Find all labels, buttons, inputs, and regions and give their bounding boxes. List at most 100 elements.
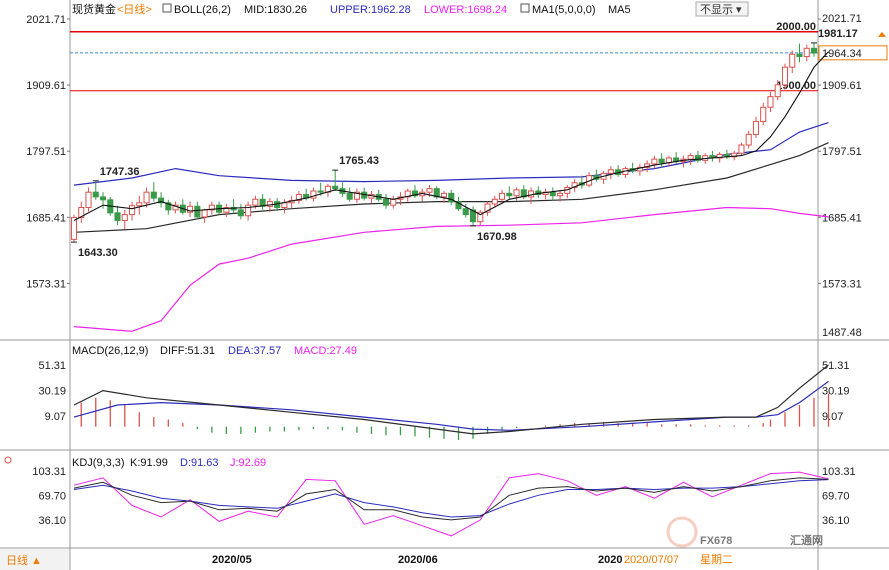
candle-body xyxy=(694,155,701,161)
cursor-weekday-label: 星期二 xyxy=(700,553,733,566)
kdj-ytick-right: 36.10 xyxy=(822,515,850,527)
cursor-date-label: 2020/07/07 xyxy=(624,554,679,566)
candle-body xyxy=(85,191,92,209)
candle-body xyxy=(571,182,578,188)
watermark-brand: 汇通网 xyxy=(790,534,823,547)
candle-body xyxy=(513,189,520,197)
macd-ytick-left: 51.31 xyxy=(38,360,66,372)
candle-body xyxy=(201,209,208,218)
candle-body xyxy=(208,204,215,211)
candle-body xyxy=(455,201,462,210)
candle-body xyxy=(796,53,803,58)
macd-ytick-right: 51.31 xyxy=(822,360,850,372)
macd-dea-value: DEA:37.57 xyxy=(228,345,281,357)
macd-ytick-right: 9.07 xyxy=(822,411,843,423)
ma-toggle-icon xyxy=(520,3,530,13)
candle-body xyxy=(78,207,85,219)
kdj-d-value: D:91.63 xyxy=(180,457,219,469)
main-ytick-left: 1909.61 xyxy=(26,80,66,92)
candle-body xyxy=(752,120,760,135)
candle-body xyxy=(462,208,469,216)
period-button[interactable] xyxy=(0,549,69,570)
candle-body xyxy=(259,198,266,207)
candle-body xyxy=(187,205,194,213)
scroll-up-icon xyxy=(878,31,886,37)
main-ytick-right: 1573.31 xyxy=(822,278,862,290)
candle-body xyxy=(121,214,128,221)
candle-body xyxy=(114,212,121,221)
main-ytick-left: 2021.71 xyxy=(26,14,66,26)
candle-body xyxy=(245,204,252,217)
candle-body xyxy=(469,209,477,223)
macd-diff-value: DIFF:51.31 xyxy=(160,345,215,357)
candle-body xyxy=(295,194,302,201)
ref-line-label: 2000.00 xyxy=(776,21,816,33)
extreme-label: 1747.36 xyxy=(100,166,140,178)
main-ytick-right: 1909.61 xyxy=(822,80,862,92)
candle-body xyxy=(281,202,288,209)
candle-body xyxy=(789,53,796,68)
right-label-top: 2021.71 xyxy=(822,13,862,25)
boll-lower-value: LOWER:1698.24 xyxy=(424,4,507,16)
candle-body xyxy=(738,144,745,154)
macd-dea-line xyxy=(73,380,829,431)
candle-body xyxy=(332,185,339,190)
display-toggle-label: 不显示 ▾ xyxy=(700,3,742,16)
extreme-label: 1981.17 xyxy=(818,28,858,40)
ma5-line xyxy=(73,51,829,221)
kdj-ytick-left: 103.31 xyxy=(32,466,66,478)
candle-body xyxy=(382,198,390,206)
candle-body xyxy=(136,202,143,207)
right-label-bottom: 1487.48 xyxy=(822,327,862,339)
candle-body xyxy=(440,192,448,198)
candle-body xyxy=(237,209,244,217)
macd-ytick-left: 30.19 xyxy=(38,385,66,397)
kdj-ytick-left: 36.10 xyxy=(38,515,66,527)
candle-body xyxy=(528,190,535,198)
candle-body xyxy=(506,192,513,197)
candle-body xyxy=(607,169,614,174)
symbol-title: 现货黄金 xyxy=(72,2,116,16)
candle-body xyxy=(92,191,99,198)
current-price-box xyxy=(818,45,888,61)
period-button-label: 日线 ▲ xyxy=(6,553,42,567)
ma-label: MA1(5,0,0,0) xyxy=(532,4,596,16)
boll-lower-line xyxy=(73,206,829,332)
candle-body xyxy=(165,202,172,211)
candle-body xyxy=(310,190,317,199)
candle-body xyxy=(745,133,752,146)
period-title: <日线> xyxy=(117,2,152,16)
current-price-label: 1964.34 xyxy=(822,48,862,60)
watermark-logo-icon xyxy=(666,516,698,548)
macd-title: MACD(26,12,9) xyxy=(72,345,148,357)
candle-body xyxy=(252,198,259,206)
candle-body xyxy=(636,166,643,172)
candle-body xyxy=(687,155,694,160)
kdj-title: KDJ(9,3,3) xyxy=(72,457,125,469)
candle-body xyxy=(150,191,157,199)
main-ytick-left: 1685.41 xyxy=(26,212,66,224)
candle-body xyxy=(484,203,491,213)
candle-body xyxy=(390,198,397,206)
extreme-label: 1643.30 xyxy=(78,247,118,259)
candle-body xyxy=(70,217,78,240)
candle-body xyxy=(266,201,273,207)
candle-body xyxy=(491,198,498,205)
candle-body xyxy=(411,190,419,197)
candle-body xyxy=(353,191,360,200)
main-ytick-left: 1797.51 xyxy=(26,146,66,158)
candle-body xyxy=(651,158,658,165)
boll-mid-value: MID:1830.26 xyxy=(244,4,307,16)
candle-body xyxy=(129,205,136,216)
main-ytick-left: 1573.31 xyxy=(26,278,66,290)
candle-body xyxy=(143,191,150,204)
display-toggle-button[interactable] xyxy=(695,1,749,17)
candle-body xyxy=(549,191,556,197)
kdj-k-line xyxy=(73,477,829,521)
date-label: 2020 xyxy=(598,554,622,566)
candle-body xyxy=(803,47,810,58)
extreme-label: 1670.98 xyxy=(477,231,517,243)
candle-body xyxy=(716,153,723,159)
